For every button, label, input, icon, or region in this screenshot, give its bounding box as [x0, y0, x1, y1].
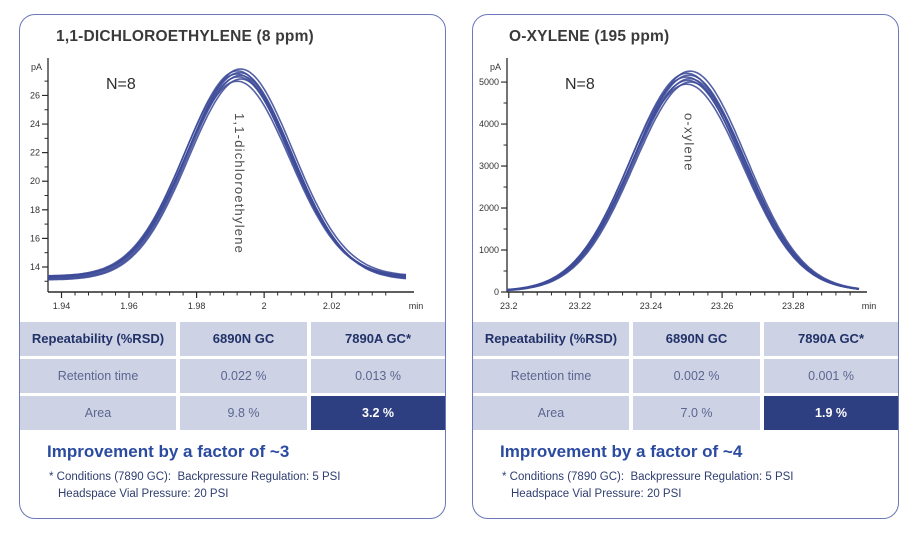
conditions-footnote: * Conditions (7890 GC): Backpressure Reg… — [49, 469, 445, 502]
chromatogram-trace — [47, 74, 407, 280]
peak-label: o-xylene — [681, 113, 696, 172]
chromatogram-o-xylene: 23.2 23.22 23.24 23.26 23.28 0 1000 2000 3000 400… — [479, 58, 877, 311]
x-tick-label: 2 — [262, 301, 267, 311]
y-tick-label: 0 — [494, 287, 499, 297]
table-header-7890a: 7890A GC* — [311, 322, 445, 356]
footnote-line-2: Headspace Vial Pressure: 20 PSI — [511, 487, 682, 500]
y-tick-label: 18 — [30, 205, 40, 215]
x-tick-label: 1.96 — [120, 301, 138, 311]
footnote-line-1: * Conditions (7890 GC): Backpressure Reg… — [502, 471, 794, 483]
panel-title: 1,1-DICHLOROETHYLENE (8 ppm) — [56, 28, 314, 45]
x-tick-label: 23.22 — [569, 301, 592, 311]
row-label-retention-time: Retention time — [20, 359, 176, 393]
y-tick-label: 3000 — [479, 161, 499, 171]
improvement-statement: Improvement by a factor of ~4 — [500, 442, 743, 461]
retention-time-7890a: 0.013 % — [311, 359, 445, 393]
table-header-7890a: 7890A GC* — [764, 322, 898, 356]
y-axis-unit: pA — [31, 62, 42, 72]
area-7890a-highlight: 1.9 % — [764, 396, 898, 430]
retention-time-6890n: 0.022 % — [180, 359, 307, 393]
improvement-statement: Improvement by a factor of ~3 — [47, 442, 290, 461]
chromatogram-trace — [506, 76, 860, 291]
footnote-line-1: * Conditions (7890 GC): Backpressure Reg… — [49, 471, 341, 483]
chromatogram-trace — [48, 71, 407, 280]
x-tick-label: 23.28 — [782, 301, 805, 311]
chromatogram-trace — [506, 83, 860, 291]
run-count-annotation: N=8 — [565, 76, 595, 93]
chromatogram-trace — [47, 73, 407, 277]
y-tick-label: 14 — [30, 262, 40, 272]
y-tick-label: 22 — [30, 148, 40, 158]
x-tick-label: 23.26 — [711, 301, 734, 311]
x-tick-label: 1.98 — [188, 301, 206, 311]
chromatogram-dichloroethylene: 1.94 1.96 1.98 2 2.02 14 16 18 20 22 24 26 pA min N=8 1… — [30, 58, 424, 311]
chromatogram-trace — [48, 70, 407, 278]
area-7890a-highlight: 3.2 % — [311, 396, 445, 430]
table-header-6890n: 6890N GC — [180, 322, 307, 356]
x-tick-label: 1.94 — [53, 301, 71, 311]
y-tick-label: 16 — [30, 233, 40, 243]
panel-title: O-XYLENE (195 ppm) — [509, 28, 670, 45]
repeatability-table: Repeatability (%RSD) 6890N GC 7890A GC* … — [20, 322, 445, 430]
y-tick-label: 2000 — [479, 203, 499, 213]
x-axis-unit: min — [409, 301, 424, 311]
panel-dichloroethylene: 1,1-DICHLOROETHYLENE (8 ppm) 1.94 1.96 1.9… — [19, 14, 446, 519]
conditions-footnote: * Conditions (7890 GC): Backpressure Reg… — [502, 469, 898, 502]
x-tick-label: 23.24 — [640, 301, 663, 311]
y-axis-unit: pA — [490, 62, 501, 72]
table-header-repeatability: Repeatability (%RSD) — [20, 322, 176, 356]
chromatogram-trace — [47, 68, 407, 277]
y-tick-label: 4000 — [479, 119, 499, 129]
panel-o-xylene: O-XYLENE (195 ppm) 23.2 23.22 23.24 23.26 23… — [472, 14, 899, 519]
retention-time-6890n: 0.002 % — [633, 359, 760, 393]
area-6890n: 7.0 % — [633, 396, 760, 430]
x-tick-label: 23.2 — [500, 301, 518, 311]
repeatability-table: Repeatability (%RSD) 6890N GC 7890A GC* … — [473, 322, 898, 430]
table-header-6890n: 6890N GC — [633, 322, 760, 356]
row-label-area: Area — [20, 396, 176, 430]
y-tick-label: 5000 — [479, 77, 499, 87]
table-header-repeatability: Repeatability (%RSD) — [473, 322, 629, 356]
x-axis-unit: min — [862, 301, 877, 311]
footnote-line-2: Headspace Vial Pressure: 20 PSI — [58, 487, 229, 500]
chromatogram-trace — [506, 70, 860, 291]
area-6890n: 9.8 % — [180, 396, 307, 430]
y-tick-label: 20 — [30, 176, 40, 186]
y-tick-label: 1000 — [479, 245, 499, 255]
y-tick-label: 24 — [30, 119, 40, 129]
chromatogram-trace — [506, 77, 860, 292]
chromatogram-trace — [506, 79, 860, 291]
chromatogram-trace — [506, 74, 860, 291]
chromatogram-trace — [48, 76, 407, 279]
chromatogram-trace — [506, 72, 860, 291]
panels-row: 1,1-DICHLOROETHYLENE (8 ppm) 1.94 1.96 1.9… — [19, 14, 899, 519]
chromatogram-trace — [47, 78, 407, 281]
run-count-annotation: N=8 — [106, 76, 136, 93]
x-tick-label: 2.02 — [323, 301, 341, 311]
chromatogram-trace — [47, 80, 407, 278]
retention-time-7890a: 0.001 % — [764, 359, 898, 393]
row-label-retention-time: Retention time — [473, 359, 629, 393]
y-tick-label: 26 — [30, 90, 40, 100]
peak-label: 1,1-dichloroethylene — [232, 113, 247, 254]
row-label-area: Area — [473, 396, 629, 430]
